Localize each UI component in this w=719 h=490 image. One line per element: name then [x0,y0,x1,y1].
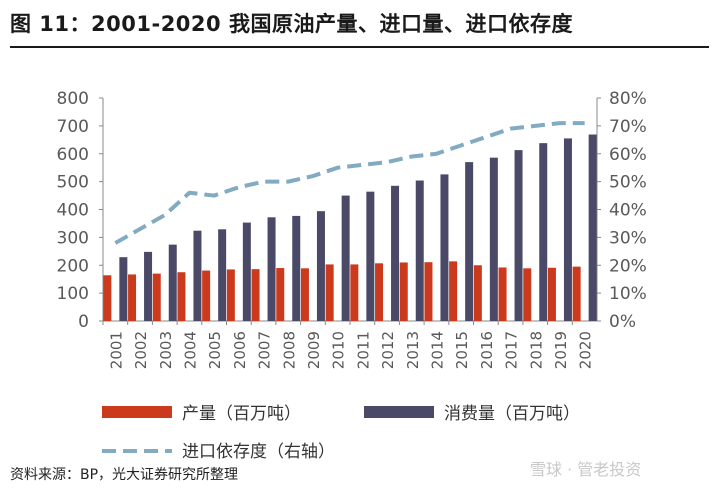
dependency-point [362,164,363,165]
consumption-bar [292,215,301,321]
consumption-bar [465,162,474,321]
y-left-tick-label: 0 [78,312,89,332]
dependency-line [114,121,585,245]
consumption-bar [193,230,202,321]
y-right-tick-label: 60% [609,145,647,165]
consumption-bar [489,157,498,321]
dependency-point [485,137,486,138]
production-bar [473,265,482,321]
consumption-bar [144,251,153,321]
consumption-bar [440,174,449,321]
consumption-bar [391,185,400,321]
production-bar [424,262,433,321]
consumption-bar [514,150,523,321]
x-tick-label: 2003 [157,331,175,369]
dependency-point [238,187,239,188]
dependency-point [164,215,165,216]
production-bar [325,264,334,321]
x-tick-label: 2007 [256,331,274,369]
y-left-tick-label: 800 [57,89,89,109]
production-bar [128,274,137,321]
x-tick-label: 2013 [404,331,422,369]
legend-label-production: 产量（百万吨） [182,404,301,424]
y-left-tick-label: 200 [57,256,89,276]
production-bar [449,261,458,321]
production-bar [177,272,186,321]
x-tick-label: 2018 [527,331,545,369]
production-bar [251,269,260,321]
consumption-bar [366,191,375,321]
production-bar [276,268,285,321]
x-tick-label: 2005 [206,331,224,369]
y-left-tick-label: 300 [57,228,89,248]
line-marks [114,121,585,245]
x-tick-label: 2016 [478,331,496,369]
production-bar [498,267,507,321]
y-right-tick-label: 20% [609,256,647,276]
watermark: 雪球 · 管老投资 [530,460,642,479]
y-right-tick-label: 50% [609,173,647,193]
x-tick-label: 2015 [453,331,471,369]
y-right-tick-label: 70% [609,117,647,137]
consumption-bar [242,222,251,321]
x-tick-label: 2008 [280,331,298,369]
bar-marks [103,134,597,321]
legend-label-consumption: 消费量（百万吨） [444,404,580,424]
production-bar [350,264,359,321]
y-right-tick-label: 0% [609,312,636,332]
consumption-bar [267,217,276,321]
y-left-tick-label: 400 [57,201,89,221]
x-tick-label: 2006 [231,331,249,369]
x-tick-label: 2020 [577,331,595,369]
x-tick-label: 2002 [132,331,150,369]
y-right-tick-label: 10% [609,284,647,304]
source-note: 资料来源：BP，光大证券研究所整理 [10,467,239,483]
x-tick-label: 2014 [428,331,446,369]
x-tick-label: 2011 [354,331,372,369]
dependency-point [387,162,388,163]
x-tick-label: 2009 [305,331,323,369]
consumption-bar [563,138,572,321]
y-right-tick-label: 30% [609,228,647,248]
production-bar [202,270,211,321]
production-bar [523,268,532,321]
title-underline [10,46,709,48]
x-tick-label: 2010 [330,331,348,369]
y-right-tick-label: 40% [609,201,647,221]
x-tick-label: 2019 [552,331,570,369]
x-tick-label: 2017 [503,331,521,369]
production-bar [300,268,309,321]
chart-title: 图 11：2001-2020 我国原油产量、进口量、进口依存度 [10,12,573,36]
consumption-bar [316,211,325,321]
consumption-bar [341,195,350,321]
y-left-tick-label: 100 [57,284,89,304]
production-bar [103,275,112,321]
x-tick-label: 2004 [181,331,199,369]
production-bar [375,263,384,321]
y-right-tick-label: 80% [609,89,647,109]
y-left-tick-label: 600 [57,145,89,165]
legend: 产量（百万吨） 消费量（百万吨） 进口依存度（右轴） [102,404,580,462]
production-bar [152,273,161,321]
legend-swatch-production [102,406,172,418]
x-tick-label: 2012 [379,331,397,369]
x-tick-label: 2001 [107,331,125,369]
consumption-bar [119,257,128,321]
production-bar [399,262,408,321]
legend-label-dependency: 进口依存度（右轴） [182,442,335,462]
y-left-tick-label: 500 [57,173,89,193]
consumption-bar [588,134,597,321]
legend-swatch-consumption [364,406,434,418]
dependency-point [263,181,264,182]
consumption-bar [168,244,177,321]
consumption-bar [218,229,227,321]
consumption-bar [415,180,424,321]
y-left-tick-label: 700 [57,117,89,137]
production-bar [226,269,235,321]
production-bar [547,267,556,321]
production-bar [572,266,581,321]
consumption-bar [539,143,548,321]
axes: 0 100 200 300 400 500 600 700 800 0% 10% 20% 30% 40% 5… [57,89,647,369]
